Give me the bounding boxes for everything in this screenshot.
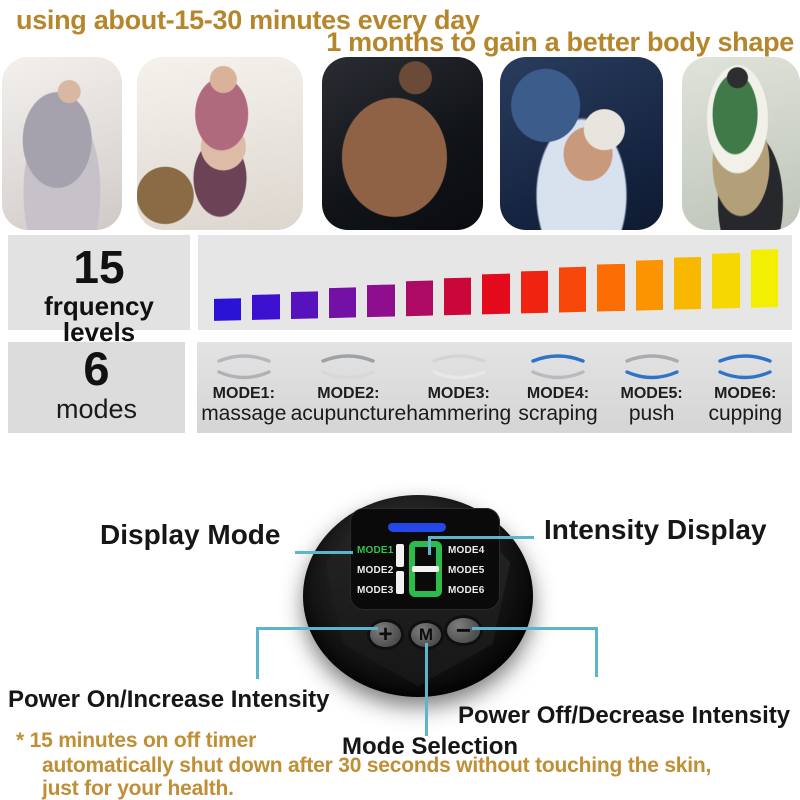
intensity-callout-line-horizontal xyxy=(428,536,534,539)
mode-wave-icon xyxy=(624,354,679,380)
intensity-display-digits xyxy=(396,541,442,597)
mode-item: MODE5: push xyxy=(605,348,699,425)
modes-box: MODE1: massage MODE2: acupuncture MODE3: hamm… xyxy=(197,342,792,433)
frequency-bar xyxy=(405,280,433,317)
plus-button[interactable]: + xyxy=(370,621,401,648)
mode-name: scraping xyxy=(518,402,598,425)
frequency-bar xyxy=(635,259,663,311)
intensity-display-label: Intensity Display xyxy=(544,514,767,545)
mode-item: MODE3: hammering xyxy=(406,348,511,425)
mode-label: MODE1: xyxy=(212,385,275,402)
mode-item: MODE6: cupping xyxy=(698,348,792,425)
header-line-2: 1 months to gain a better body shape xyxy=(326,27,794,57)
frequency-label-box: 15 frquency levels xyxy=(8,235,190,345)
frequency-bar xyxy=(482,273,510,315)
frequency-bar xyxy=(712,253,740,309)
frequency-bars xyxy=(214,245,778,321)
modes-value: 6 xyxy=(83,342,110,395)
display-mode-mode1: MODE1 xyxy=(357,545,394,556)
mode-selection-callout-line xyxy=(425,643,428,736)
mode-label: MODE6: xyxy=(714,385,777,402)
mode-wave-icon xyxy=(432,354,486,380)
frequency-bar xyxy=(443,277,472,316)
frequency-bar xyxy=(520,270,548,314)
running-woman-photo xyxy=(137,57,303,230)
frequency-bar xyxy=(367,284,395,318)
digit-1 xyxy=(396,544,404,594)
mode-item: MODE1: massage xyxy=(197,348,291,425)
mode-label: MODE4: xyxy=(526,385,590,402)
frequency-bar xyxy=(673,256,702,310)
display-mode-mode5: MODE5 xyxy=(448,565,485,576)
mode-wave-icon xyxy=(531,354,585,380)
display-mode-mode6: MODE6 xyxy=(448,585,485,596)
display-mode-callout-line xyxy=(295,551,353,554)
power-off-label: Power Off/Decrease Intensity xyxy=(458,702,791,729)
mode-name: cupping xyxy=(708,402,782,425)
modes-caption: modes xyxy=(55,394,138,424)
frequency-caption: frquency levels xyxy=(44,291,154,347)
frequency-value: 15 xyxy=(73,241,125,293)
footnote-line-3: just for your health. xyxy=(42,777,234,800)
mode-name: acupuncture xyxy=(290,402,407,425)
power-on-label: Power On/Increase Intensity xyxy=(8,686,330,713)
header-line-1: using about-15-30 minutes every day xyxy=(16,5,480,35)
intensity-callout-line-vertical xyxy=(428,538,431,555)
mode-item: MODE2: acupuncture xyxy=(290,348,407,425)
power-off-callout-line-horizontal xyxy=(472,627,598,630)
digit-8 xyxy=(409,541,442,597)
man-abs-photo xyxy=(322,57,483,230)
power-on-callout-line-vertical xyxy=(256,627,259,679)
display-mode-mode3: MODE3 xyxy=(357,585,394,596)
mode-label: MODE3: xyxy=(427,385,490,402)
display-indicator-bar xyxy=(388,523,446,532)
yoga-woman-photo xyxy=(2,57,122,230)
mode-wave-icon xyxy=(217,354,271,380)
frequency-bar xyxy=(252,294,280,320)
mode-item: MODE4: scraping xyxy=(511,348,605,425)
power-off-callout-line-vertical xyxy=(595,627,598,677)
device-display: MODE1 MODE2 MODE3 MODE4 MODE5 MODE6 xyxy=(350,508,500,610)
mode-selection-label: Mode Selection xyxy=(342,733,519,760)
display-mode-mode4: MODE4 xyxy=(448,545,485,556)
display-mode-list-left: MODE1 MODE2 MODE3 xyxy=(357,541,394,601)
footnote-line-2: automatically shut down after 30 seconds… xyxy=(42,754,712,777)
frequency-bars-box xyxy=(198,235,792,330)
mode-wave-icon xyxy=(321,354,376,380)
power-on-callout-line-horizontal xyxy=(256,627,378,630)
frequency-bar xyxy=(750,249,778,308)
display-mode-mode2: MODE2 xyxy=(357,565,394,576)
frequency-bar xyxy=(290,291,318,320)
modes-label-box: 6 modes xyxy=(8,342,185,433)
mode-name: push xyxy=(628,402,675,425)
display-mode-label: Display Mode xyxy=(100,519,281,550)
display-mode-list-right: MODE4 MODE5 MODE6 xyxy=(448,541,485,601)
frequency-bar xyxy=(597,263,625,312)
frequency-bar xyxy=(558,266,587,313)
swimmer-photo xyxy=(500,57,663,230)
mode-name: massage xyxy=(201,402,287,425)
mode-list: MODE1: massage MODE2: acupuncture MODE3: hamm… xyxy=(197,348,792,425)
mode-label: MODE5: xyxy=(620,385,683,402)
frequency-bar xyxy=(328,287,357,319)
ems-device: MODE1 MODE2 MODE3 MODE4 MODE5 MODE6 + M − xyxy=(303,495,533,697)
mode-label: MODE2: xyxy=(317,385,380,402)
cyclist-photo xyxy=(682,57,800,230)
frequency-bar xyxy=(214,298,242,321)
footnote-line-1: * 15 minutes on off timer xyxy=(16,729,257,752)
mode-name: hammering xyxy=(406,402,512,425)
minus-button[interactable]: − xyxy=(447,615,480,645)
mode-wave-icon xyxy=(718,354,772,380)
